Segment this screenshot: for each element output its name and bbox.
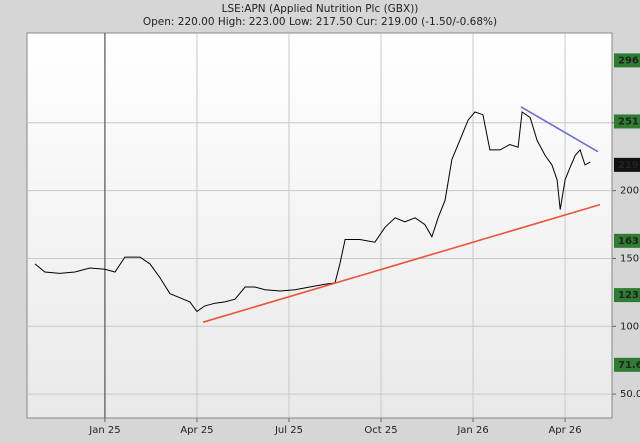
level-box — [614, 357, 640, 372]
level-box — [614, 114, 640, 129]
trend-line — [520, 106, 599, 153]
level-box — [614, 233, 640, 248]
level-box — [614, 53, 640, 68]
y-tick-label: 200.0 — [620, 186, 640, 197]
plot-area — [26, 32, 613, 419]
x-tick-label: Apr 26 — [548, 425, 581, 436]
level-label: 251. — [618, 116, 640, 127]
y-tick-label: 150.0 — [620, 253, 640, 264]
price-line — [34, 111, 591, 313]
chart-title: LSE:APN (Applied Nutrition Plc (GBX)) — [222, 3, 419, 15]
y-tick-label: 100.0 — [620, 321, 640, 332]
level-box — [614, 288, 640, 303]
level-label: 71.6 — [618, 360, 640, 371]
chart-subtitle: Open: 220.00 High: 223.00 Low: 217.50 Cu… — [143, 16, 497, 28]
level-label: 123. — [618, 290, 640, 301]
x-tick-label: Apr 25 — [180, 425, 213, 436]
x-tick-label: Jan 25 — [88, 425, 120, 436]
x-tick-label: Oct 25 — [364, 425, 397, 436]
level-label: 163. — [618, 236, 640, 247]
trend-line — [202, 203, 601, 323]
x-tick-label: Jan 26 — [456, 425, 488, 436]
x-tick-label: Jul 25 — [274, 425, 303, 436]
level-label: 296. — [618, 55, 640, 66]
level-label: 219. — [618, 160, 640, 171]
level-box — [614, 157, 640, 172]
y-tick-label: 50.0 — [620, 389, 640, 400]
